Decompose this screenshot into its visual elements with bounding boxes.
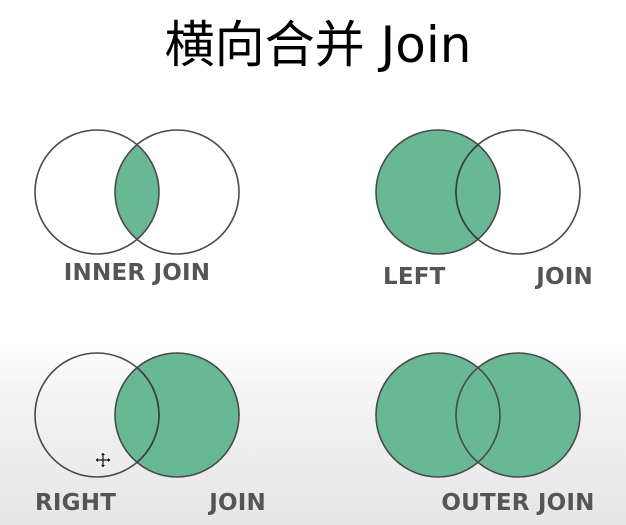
right-join-right-circle: [114, 352, 240, 478]
page-title: 横向合并 Join: [165, 16, 472, 74]
left-join-diagram: LEFT JOIN: [375, 129, 593, 290]
inner-join-diagram: INNER JOIN: [34, 129, 240, 286]
inner-join-left-circle: [34, 129, 160, 255]
inner-join-label: INNER JOIN: [64, 260, 210, 286]
outer-join-left-circle: [375, 352, 501, 478]
left-join-inner-arc: [455, 143, 479, 241]
left-join-left-circle: [375, 129, 501, 255]
move-cursor-icon: [94, 451, 112, 469]
outer-join-right-fill: [456, 353, 580, 477]
left-join-label-right: JOIN: [534, 264, 593, 290]
left-join-label-left: LEFT: [383, 264, 446, 290]
right-join-label-left: RIGHT: [35, 490, 116, 516]
inner-join-right-circle: [114, 129, 240, 255]
inner-join-intersection-fill: [115, 130, 159, 254]
outer-join-right-circle: [455, 352, 581, 478]
right-join-label-right: JOIN: [207, 490, 266, 516]
left-join-left-fill: [376, 130, 500, 254]
outer-join-diagram: OUTER JOIN: [375, 352, 594, 516]
right-join-inner-arc: [136, 366, 160, 464]
right-join-diagram: RIGHT JOIN: [34, 352, 266, 516]
right-join-right-fill: [115, 353, 239, 477]
outer-join-label: OUTER JOIN: [441, 490, 594, 516]
